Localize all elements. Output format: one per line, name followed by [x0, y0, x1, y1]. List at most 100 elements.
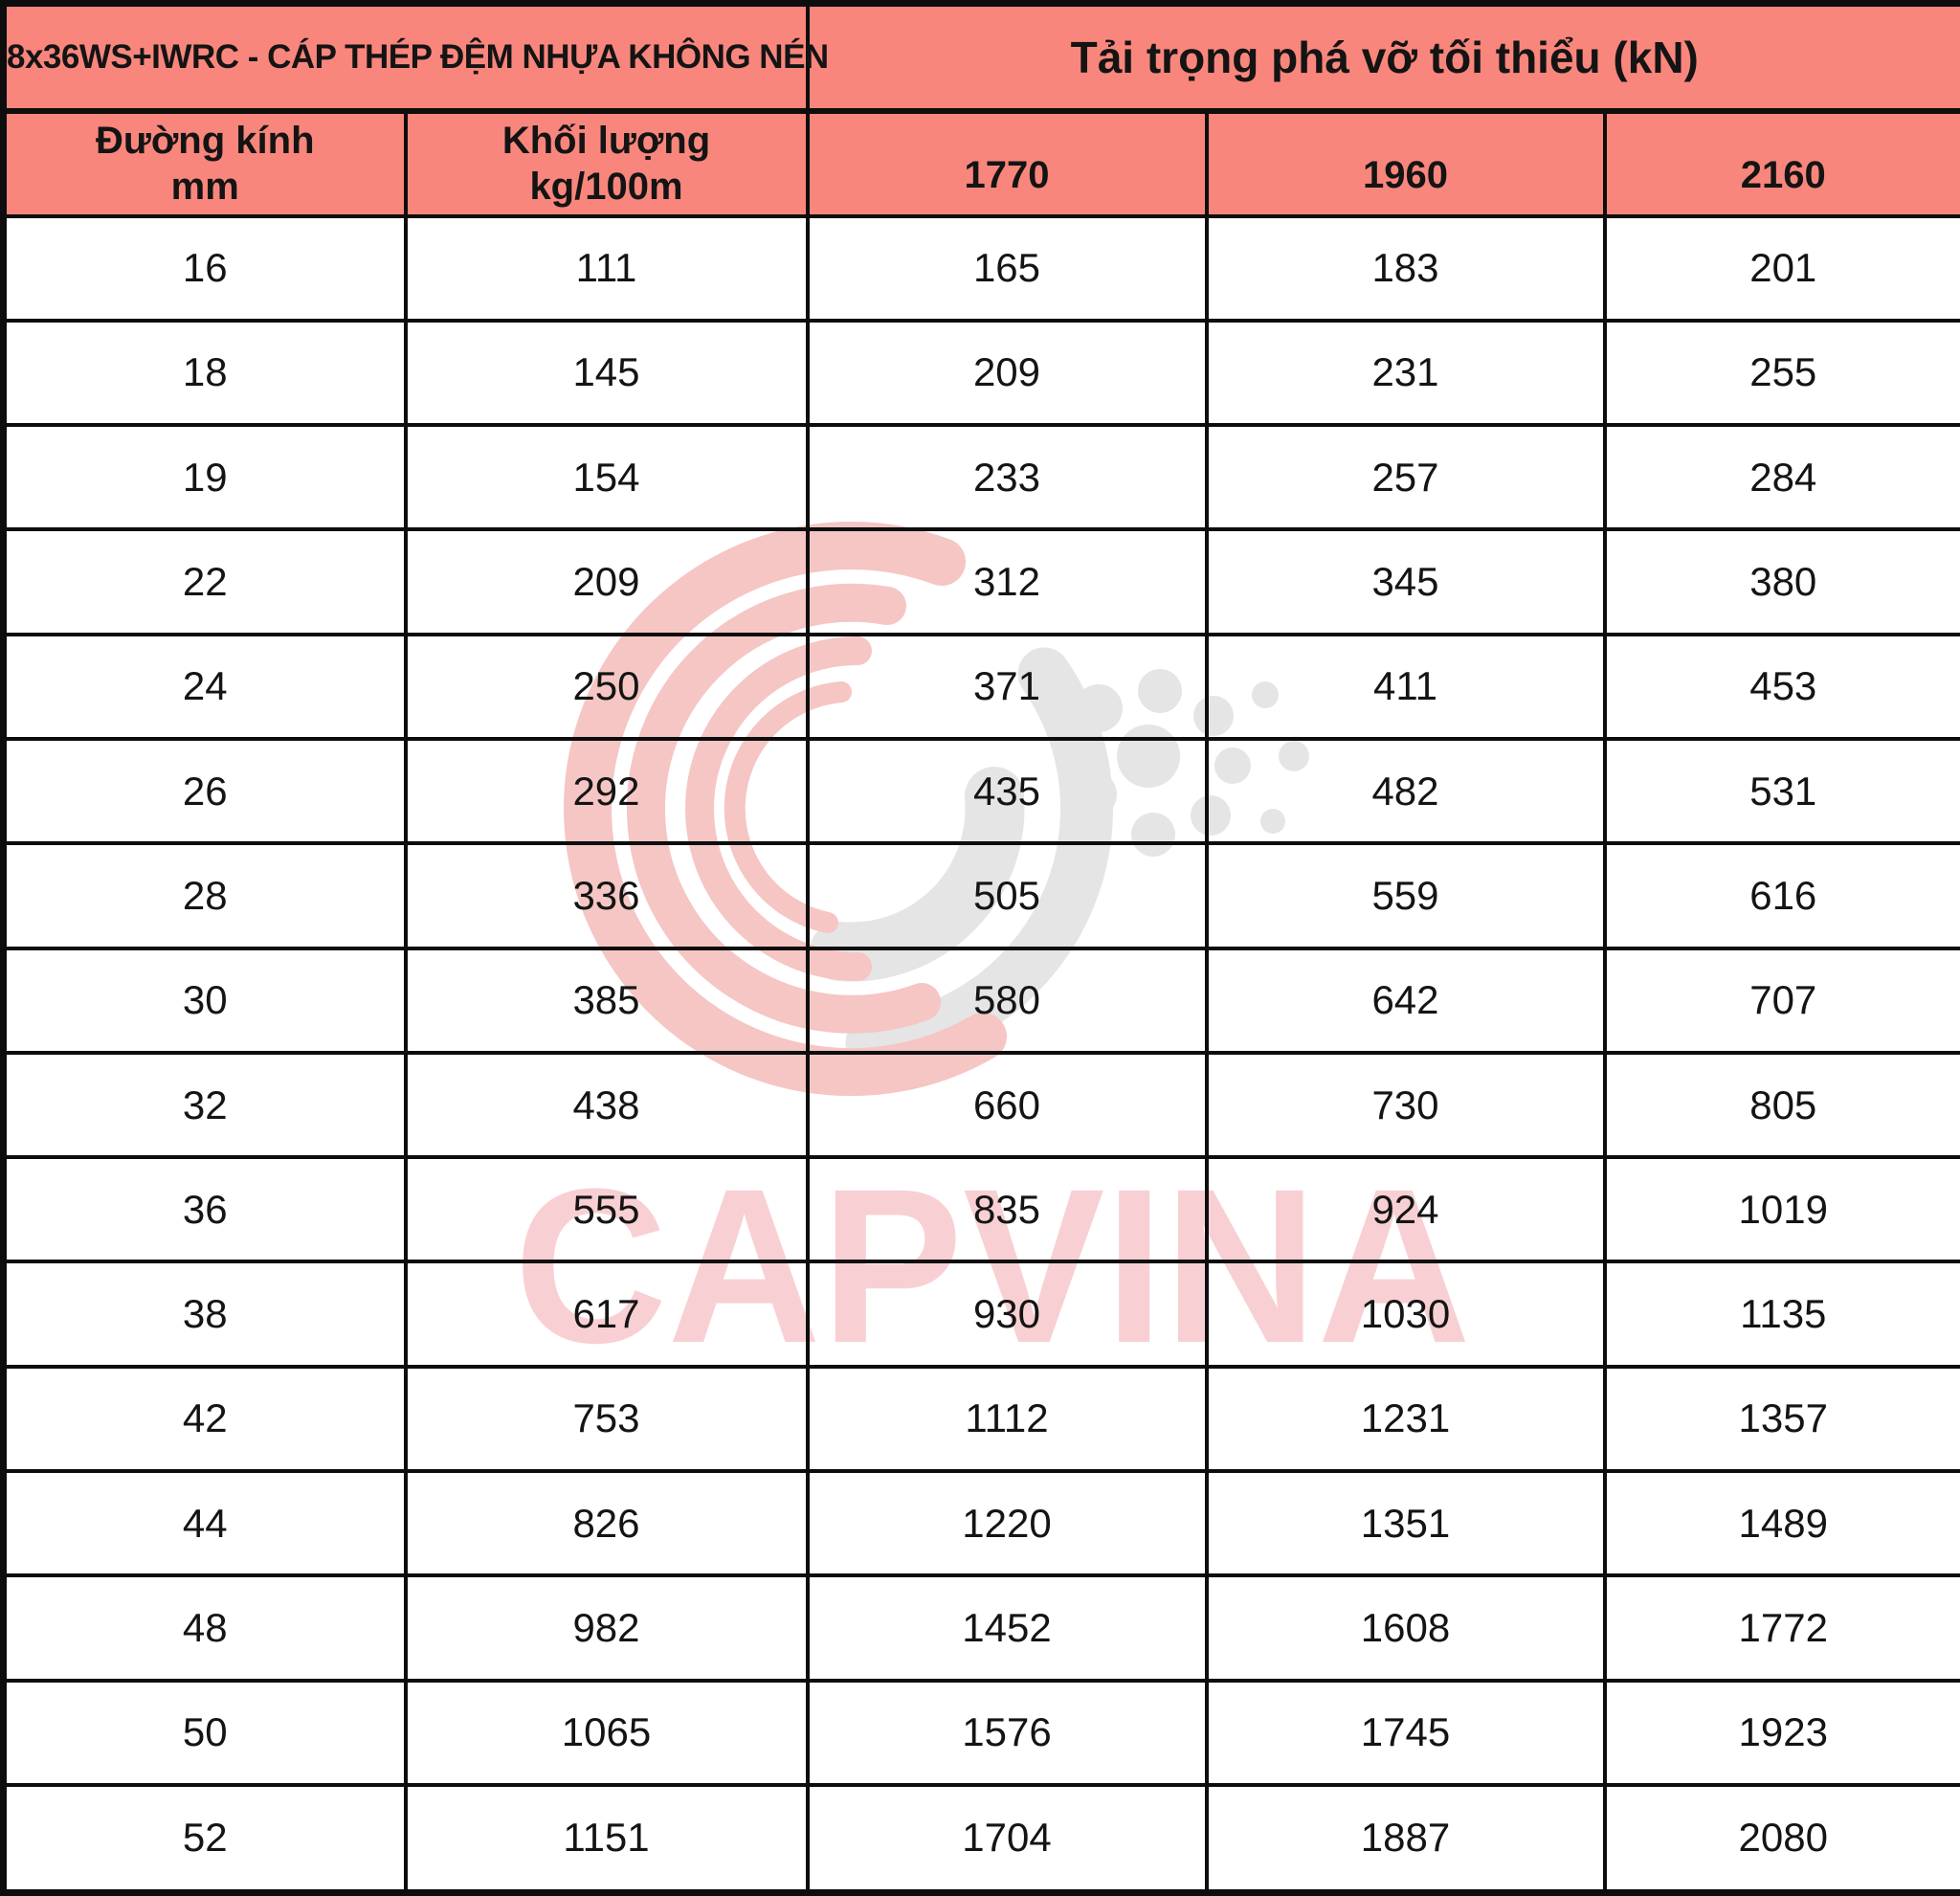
weight-header-cell: Khối lượng kg/100m [403, 108, 810, 218]
load-title-cell: Tải trọng phá vỡ tối thiểu (kN) [805, 1, 1960, 114]
table-cell: 482 [1204, 736, 1607, 846]
table-row: 48 982 1452 1608 1772 [1, 1573, 1960, 1683]
table-cell: 1151 [403, 1782, 810, 1895]
table-cell: 50 [1, 1678, 408, 1787]
table-cell: 1489 [1602, 1469, 1960, 1578]
table-cell: 44 [1, 1469, 408, 1578]
table-cell: 1019 [1602, 1155, 1960, 1264]
table-cell: 292 [403, 736, 810, 846]
table-cell: 707 [1602, 946, 1960, 1055]
table-row: 24 250 371 411 453 [1, 632, 1960, 741]
table-cell: 183 [1204, 213, 1607, 323]
weight-unit: kg/100m [529, 166, 683, 208]
table-cell: 209 [403, 527, 810, 636]
table-row: 50 1065 1576 1745 1923 [1, 1678, 1960, 1787]
table-cell: 284 [1602, 423, 1960, 532]
table-header: 8x36WS+IWRC - CÁP THÉP ĐỆM NHỰA KHÔNG NÉ… [1, 1, 1960, 218]
table-cell: 826 [403, 1469, 810, 1578]
table-cell: 257 [1204, 423, 1607, 532]
table-cell: 380 [1602, 527, 1960, 636]
table-cell: 30 [1, 946, 408, 1055]
table-row: 28 336 505 559 616 [1, 841, 1960, 950]
table-cell: 233 [805, 423, 1209, 532]
table-cell: 385 [403, 946, 810, 1055]
table-cell: 231 [1204, 318, 1607, 428]
table-cell: 255 [1602, 318, 1960, 428]
table-cell: 18 [1, 318, 408, 428]
table-row: 26 292 435 482 531 [1, 736, 1960, 846]
table-cell: 580 [805, 946, 1209, 1055]
table-cell: 930 [805, 1260, 1209, 1369]
table-cell: 1030 [1204, 1260, 1607, 1369]
weight-label: Khối lượng [501, 120, 711, 162]
table-cell: 835 [805, 1155, 1209, 1264]
table-cell: 411 [1204, 632, 1607, 741]
table-cell: 616 [1602, 841, 1960, 950]
product-title-cell: 8x36WS+IWRC - CÁP THÉP ĐỆM NHỰA KHÔNG NÉ… [1, 1, 829, 114]
diameter-label: Đường kính [96, 120, 315, 162]
table-cell: 2080 [1602, 1782, 1960, 1895]
table-cell: 26 [1, 736, 408, 846]
table-row: 16 111 165 183 201 [1, 213, 1960, 323]
table-cell: 28 [1, 841, 408, 950]
table-cell: 438 [403, 1050, 810, 1160]
table-cell: 24 [1, 632, 408, 741]
table-cell: 982 [403, 1573, 810, 1683]
table-cell: 805 [1602, 1050, 1960, 1160]
table-cell: 154 [403, 423, 810, 532]
table-cell: 753 [403, 1364, 810, 1474]
table-cell: 16 [1, 213, 408, 323]
table-cell: 1704 [805, 1782, 1209, 1895]
table-cell: 660 [805, 1050, 1209, 1160]
table-cell: 52 [1, 1782, 408, 1895]
table-cell: 1923 [1602, 1678, 1960, 1787]
table-cell: 435 [805, 736, 1209, 846]
table-cell: 453 [1602, 632, 1960, 741]
table-cell: 48 [1, 1573, 408, 1683]
grade-header-cell-1960: 1960 [1204, 108, 1607, 218]
table-cell: 1608 [1204, 1573, 1607, 1683]
table-cell: 1745 [1204, 1678, 1607, 1787]
table-cell: 555 [403, 1155, 810, 1264]
table-cell: 371 [805, 632, 1209, 741]
table-cell: 1772 [1602, 1573, 1960, 1683]
table-row: 52 1151 1704 1887 2080 [1, 1782, 1960, 1895]
table-row: 36 555 835 924 1019 [1, 1155, 1960, 1264]
table-cell: 559 [1204, 841, 1607, 950]
diameter-header-cell: Đường kính mm [1, 108, 408, 218]
table-cell: 209 [805, 318, 1209, 428]
table-cell: 1576 [805, 1678, 1209, 1787]
table-row: 32 438 660 730 805 [1, 1050, 1960, 1160]
table-cell: 345 [1204, 527, 1607, 636]
diameter-unit: mm [170, 166, 239, 208]
table-cell: 22 [1, 527, 408, 636]
table-row: 30 385 580 642 707 [1, 946, 1960, 1055]
header-row-columns: Đường kính mm Khối lượng kg/100m 1770 19… [1, 108, 1960, 218]
table-cell: 1452 [805, 1573, 1209, 1683]
table-cell: 19 [1, 423, 408, 532]
table-cell: 1112 [805, 1364, 1209, 1474]
table-cell: 38 [1, 1260, 408, 1369]
table-row: 42 753 1112 1231 1357 [1, 1364, 1960, 1474]
table-cell: 1357 [1602, 1364, 1960, 1474]
table-cell: 1135 [1602, 1260, 1960, 1369]
table-cell: 1231 [1204, 1364, 1607, 1474]
table-row: 38 617 930 1030 1135 [1, 1260, 1960, 1369]
table-cell: 36 [1, 1155, 408, 1264]
grade-header-cell-1770: 1770 [805, 108, 1209, 218]
table-row: 22 209 312 345 380 [1, 527, 1960, 636]
table-cell: 145 [403, 318, 810, 428]
grade-header-cell-2160: 2160 [1602, 108, 1960, 218]
table-cell: 1351 [1204, 1469, 1607, 1578]
table-cell: 336 [403, 841, 810, 950]
table-cell: 1887 [1204, 1782, 1607, 1895]
table-cell: 617 [403, 1260, 810, 1369]
header-row-titles: 8x36WS+IWRC - CÁP THÉP ĐỆM NHỰA KHÔNG NÉ… [1, 1, 1960, 114]
table-cell: 111 [403, 213, 810, 323]
table-cell: 42 [1, 1364, 408, 1474]
table-body: 16 111 165 183 201 18 145 209 231 255 19 154 233 257 2… [1, 213, 1960, 1895]
table-cell: 642 [1204, 946, 1607, 1055]
table-cell: 505 [805, 841, 1209, 950]
